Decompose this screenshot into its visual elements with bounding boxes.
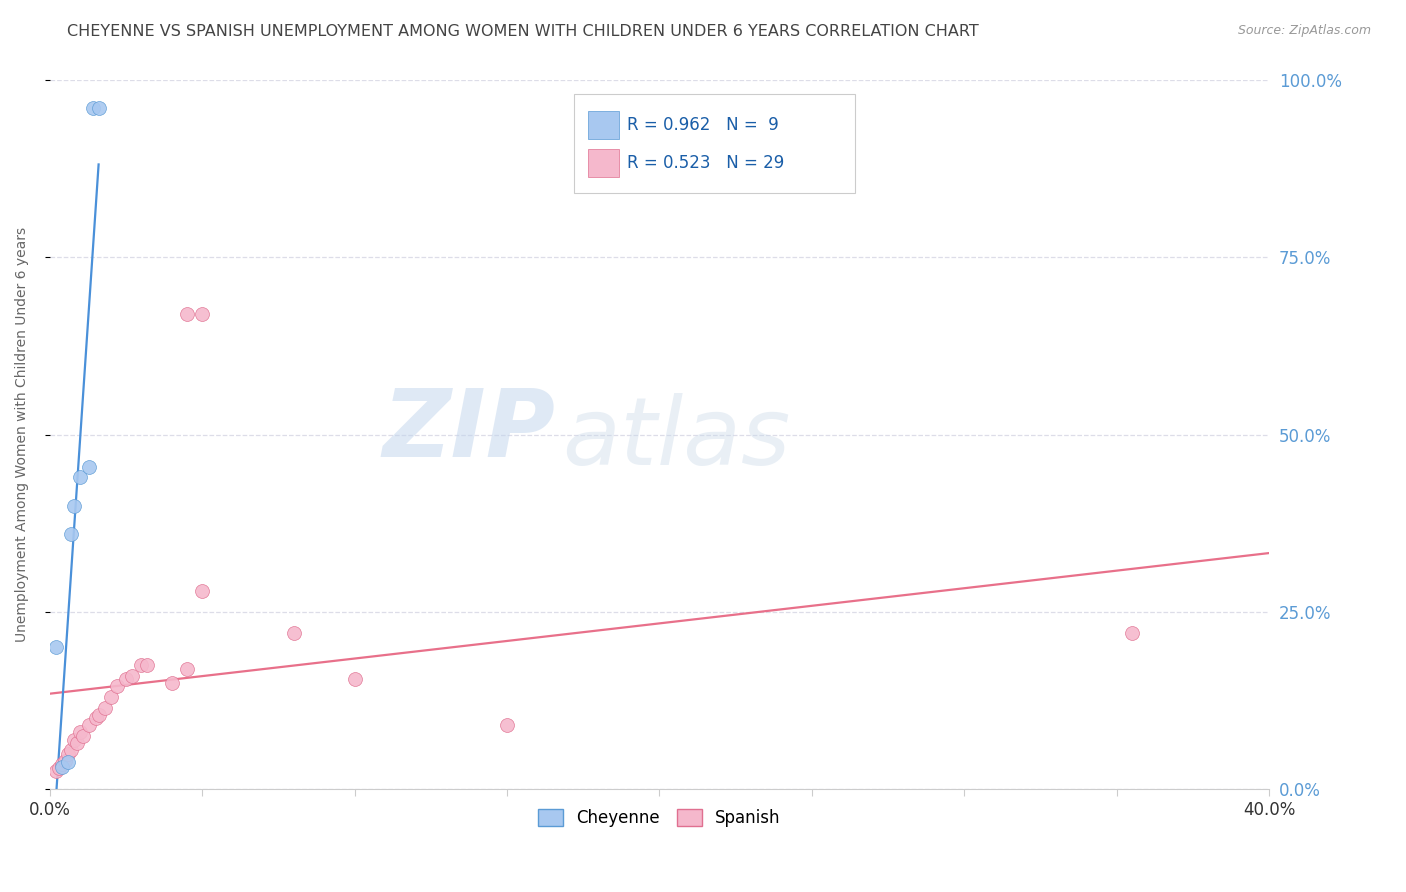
Point [84,711,107,725]
Point [283,626,305,640]
Point [160,676,183,690]
Point [136,658,159,673]
FancyBboxPatch shape [588,112,619,139]
Point [56,747,79,761]
Point [63,499,86,513]
Point [100,690,122,704]
Point [93,700,115,714]
Point [72,729,94,743]
Point [121,669,143,683]
Text: R = 0.523   N = 29: R = 0.523 N = 29 [627,154,783,172]
FancyBboxPatch shape [588,150,619,178]
FancyBboxPatch shape [574,95,855,194]
Point [66,736,89,750]
Text: CHEYENNE VS SPANISH UNEMPLOYMENT AMONG WOMEN WITH CHILDREN UNDER 6 YEARS CORRELA: CHEYENNE VS SPANISH UNEMPLOYMENT AMONG W… [67,24,979,39]
Point [69,725,91,739]
Point [87,101,110,115]
Point [129,658,152,673]
Point [496,718,519,732]
Point [69,470,91,484]
Point [191,307,214,321]
Point [87,707,110,722]
Text: R = 0.962   N =  9: R = 0.962 N = 9 [627,116,779,134]
Point [82,101,104,115]
Legend: Cheyenne, Spanish: Cheyenne, Spanish [531,803,787,834]
Point [191,583,214,598]
Point [51,759,73,773]
Point [51,757,73,772]
Point [48,761,70,775]
Point [53,754,76,768]
Point [56,756,79,770]
Point [79,459,101,474]
Text: ZIP: ZIP [382,385,555,477]
Point [79,718,101,732]
Text: Source: ZipAtlas.com: Source: ZipAtlas.com [1237,24,1371,37]
Point [63,732,86,747]
Y-axis label: Unemployment Among Women with Children Under 6 years: Unemployment Among Women with Children U… [15,227,30,642]
Point [1121,626,1143,640]
Point [60,527,83,541]
Point [176,662,198,676]
Point [45,764,67,779]
Point [176,307,198,321]
Point [105,679,128,693]
Text: atlas: atlas [562,392,790,483]
Point [45,640,67,655]
Point [343,673,366,687]
Point [60,743,83,757]
Point [115,673,138,687]
